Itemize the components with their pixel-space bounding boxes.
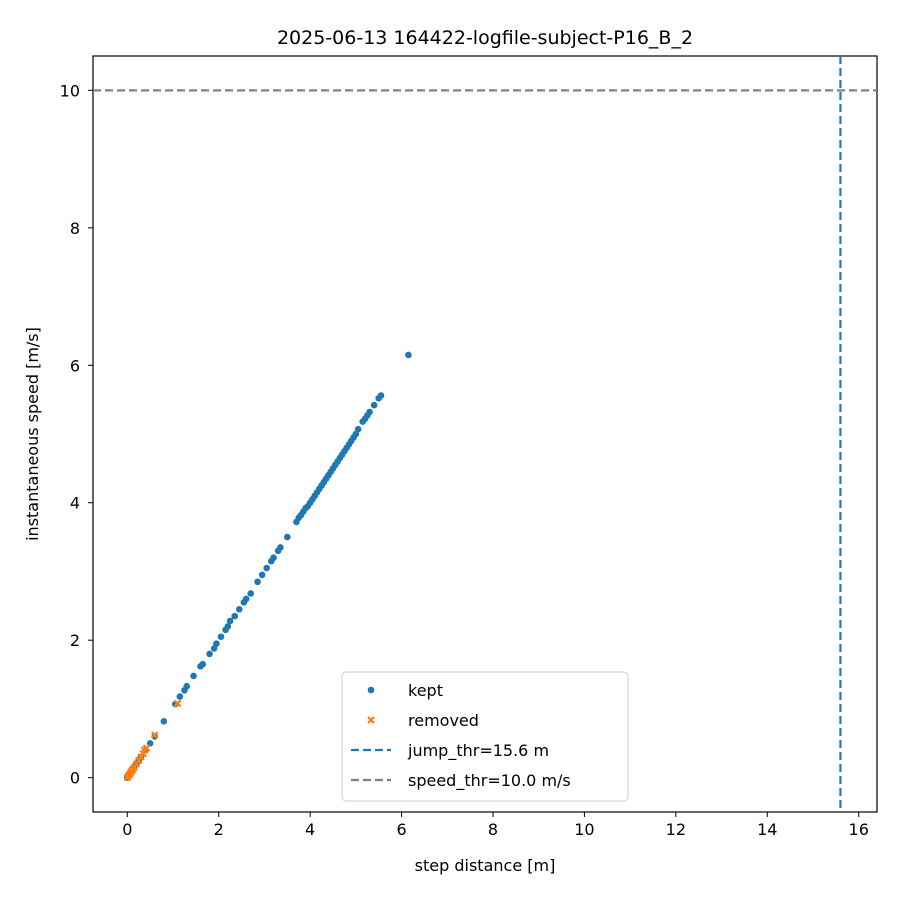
point-kept <box>366 408 373 416</box>
point-kept <box>254 578 261 586</box>
point-kept <box>370 401 378 409</box>
y-tick-label: 2 <box>70 631 80 650</box>
x-axis-label: step distance [m] <box>415 856 556 875</box>
point-kept <box>199 660 207 668</box>
y-tick-label: 8 <box>70 219 80 238</box>
x-tick-label: 0 <box>122 820 132 839</box>
point-kept <box>217 633 225 641</box>
point-kept <box>277 544 284 551</box>
y-axis-label: instantaneous speed [m/s] <box>23 327 42 541</box>
point-kept <box>405 351 412 359</box>
legend-box <box>341 671 629 802</box>
point-kept <box>283 533 291 541</box>
point-kept <box>258 571 266 579</box>
x-tick-label: 2 <box>214 820 224 839</box>
point-kept <box>176 693 184 700</box>
y-tick-label: 0 <box>70 769 80 788</box>
x-tick-label: 6 <box>396 820 406 839</box>
point-kept <box>224 623 232 630</box>
point-kept <box>235 605 243 613</box>
x-tick-label: 12 <box>666 820 686 839</box>
x-tick-label: 10 <box>574 820 594 839</box>
x-tick-label: 8 <box>488 820 498 839</box>
point-kept <box>270 554 277 562</box>
point-kept <box>183 682 191 690</box>
legend-label: jump_thr=15.6 m <box>407 741 549 761</box>
y-tick-label: 10 <box>60 81 80 100</box>
point-removed <box>173 699 182 708</box>
axes-frame <box>92 55 878 813</box>
point-kept <box>190 672 197 680</box>
legend-marker-kept <box>367 686 375 694</box>
point-kept <box>160 717 168 725</box>
legend: kept removed jump_thr=15.6 m speed_thr=10.0… <box>341 671 629 802</box>
x-tick-label: 16 <box>849 820 869 839</box>
point-kept <box>377 392 385 399</box>
chart-title: 2025-06-13 164422-logfile-subject-P16_B_… <box>277 27 693 49</box>
plot-area: 0 2 4 6 8 10 12 14 16 0 2 4 6 8 10 <box>60 55 878 839</box>
point-kept <box>242 595 250 603</box>
legend-marker-removed <box>367 716 375 724</box>
point-kept <box>226 617 234 625</box>
point-removed <box>150 731 159 739</box>
point-kept <box>247 590 255 597</box>
point-kept <box>263 564 271 572</box>
point-kept <box>213 640 220 647</box>
legend-label: removed <box>408 711 479 730</box>
x-tick-label: 4 <box>305 820 315 839</box>
point-kept <box>206 650 213 658</box>
x-tick-label: 14 <box>757 820 777 839</box>
legend-label: speed_thr=10.0 m/s <box>408 771 571 791</box>
y-tick-label: 6 <box>70 356 80 375</box>
point-kept <box>354 425 362 433</box>
y-tick-label: 4 <box>70 494 80 513</box>
point-kept <box>231 612 239 620</box>
point-removed <box>142 744 151 752</box>
data-layer <box>93 56 877 812</box>
legend-label: kept <box>408 681 443 700</box>
